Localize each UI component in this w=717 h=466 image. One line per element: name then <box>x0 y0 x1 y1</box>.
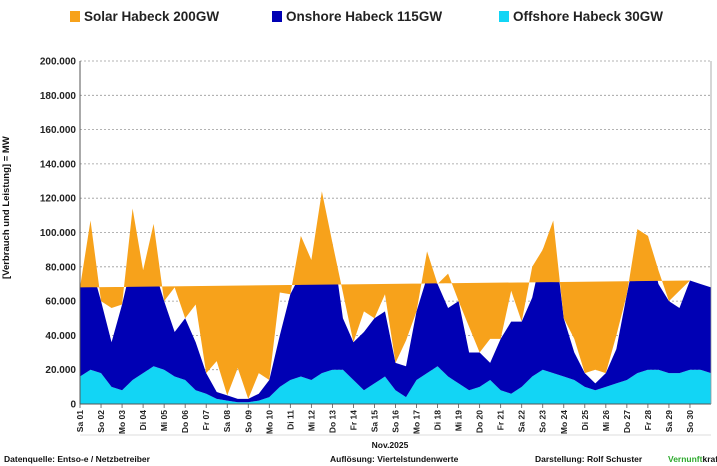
y-tick-label: 160.000 <box>40 125 77 136</box>
x-tick-label: Mo 17 <box>412 410 422 434</box>
x-tick-labels: Sa 01 So 02 Mo 03 Di 04 Mi 05 Do 06 Fr 07 Sa 08… <box>75 410 695 434</box>
x-tick-label: Do 13 <box>327 410 337 433</box>
y-tick-label: 100.000 <box>40 228 77 239</box>
y-tick-label: 140.000 <box>40 159 77 170</box>
area-series-0 <box>80 366 711 404</box>
x-tick-label: Mo 03 <box>117 410 127 434</box>
x-tick-label: Mo 24 <box>559 410 569 434</box>
x-tick-label: So 23 <box>538 410 548 433</box>
legend-swatch-solar <box>70 11 80 22</box>
x-tick-label: Sa 01 <box>75 410 85 432</box>
footer-brand-part1: Vernunft <box>668 454 703 464</box>
x-tick-label: So 09 <box>243 410 253 433</box>
x-tick-label: Mi 05 <box>159 410 169 432</box>
x-tick-label: Sa 22 <box>517 410 527 432</box>
legend-item-offshore: Offshore Habeck 30GW <box>499 9 663 24</box>
y-axis-title: [Verbrauch und Leistung] = MW <box>1 136 12 279</box>
y-tick-label: 0 <box>70 400 76 411</box>
y-tick-labels: 0 20.000 40.000 60.000 80.000 100.000 120.000 1… <box>40 57 77 411</box>
y-tick-label: 80.000 <box>45 262 76 273</box>
x-tick-label: Di 18 <box>433 410 443 431</box>
x-tick-label: Di 04 <box>138 410 148 431</box>
y-tick-label: 180.000 <box>40 91 77 102</box>
legend-swatch-onshore <box>272 11 282 22</box>
x-tick-label: Mi 26 <box>601 410 611 432</box>
legend-label-offshore: Offshore Habeck 30GW <box>513 9 664 24</box>
x-tick-label: So 02 <box>96 410 106 433</box>
y-tick-label: 120.000 <box>40 194 77 205</box>
x-tick-label: Fr 14 <box>348 410 358 431</box>
axes <box>79 61 712 436</box>
y-tick-label: 20.000 <box>45 365 76 376</box>
y-tick-label: 60.000 <box>45 297 76 308</box>
legend-item-solar: Solar Habeck 200GW <box>70 9 219 24</box>
x-tick-label: Sa 29 <box>664 410 674 432</box>
x-tick-label: Fr 07 <box>201 410 211 431</box>
area-series-2 <box>80 191 690 399</box>
footer-source: Datenquelle: Entso-e / Netzbetreiber <box>4 454 150 464</box>
x-tick-label: Mo 10 <box>264 410 274 434</box>
footer-brand: Vernunftkraft <box>668 454 717 464</box>
x-tick-label: So 16 <box>391 410 401 433</box>
footer-author: Darstellung: Rolf Schuster <box>535 454 643 464</box>
x-tick-label: Do 27 <box>622 410 632 433</box>
x-tick-label: Di 11 <box>285 410 295 430</box>
footer-brand-part2: kraft <box>702 454 717 464</box>
x-axis-title: Nov.2025 <box>371 440 409 450</box>
x-tick-label: Fr 21 <box>496 410 506 431</box>
legend-label-onshore: Onshore Habeck 115GW <box>286 9 443 24</box>
x-tick-label: Sa 08 <box>222 410 232 432</box>
y-tick-label: 40.000 <box>45 331 76 342</box>
stacked-areas <box>80 191 711 404</box>
legend-item-onshore: Onshore Habeck 115GW <box>272 9 442 24</box>
x-tick-label: Do 20 <box>475 410 485 433</box>
x-tick-label: Sa 15 <box>369 410 379 432</box>
footer-resolution: Auflösung: Viertelstundenwerte <box>330 454 459 464</box>
x-tick-label: Mi 19 <box>454 410 464 432</box>
y-axis-title-wrap: [Verbrauch und Leistung] = MW <box>1 136 12 279</box>
x-tick-label: Mi 12 <box>306 410 316 432</box>
x-tick-label: Di 25 <box>580 410 590 431</box>
x-tick-label: Do 06 <box>180 410 190 433</box>
x-tick-label: Fr 28 <box>643 410 653 431</box>
legend: Solar Habeck 200GW Onshore Habeck 115GW … <box>0 9 717 31</box>
x-tick-label: So 30 <box>685 410 695 433</box>
footer: Datenquelle: Entso-e / Netzbetreiber Auf… <box>0 454 717 466</box>
legend-swatch-offshore <box>499 11 509 22</box>
legend-label-solar: Solar Habeck 200GW <box>84 9 220 24</box>
y-tick-label: 200.000 <box>40 57 77 68</box>
